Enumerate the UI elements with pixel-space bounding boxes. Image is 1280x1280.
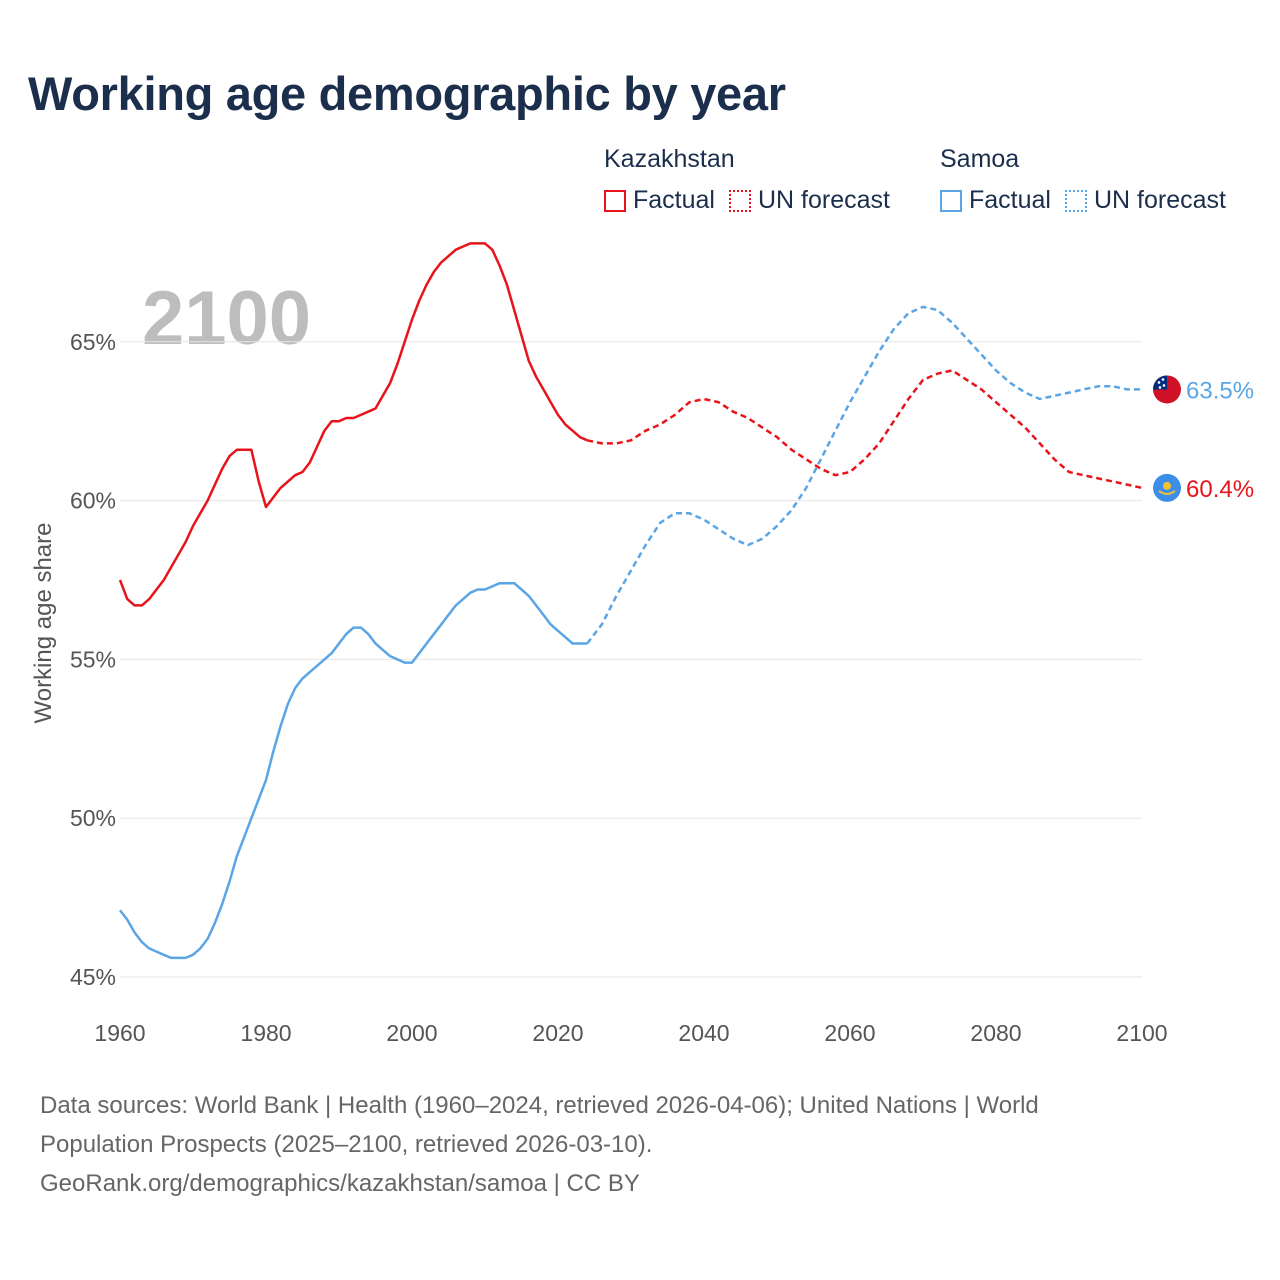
y-tick-label: 60%: [70, 488, 116, 514]
line-chart: 2100 45% 50% 55% 60% 65% 1960 1980 2000 2020 204…: [30, 242, 1254, 1046]
footer-line: Population Prospects (2025–2100, retriev…: [40, 1131, 653, 1158]
chart-title: Working age demographic by year: [28, 67, 786, 120]
legend-item-kazakhstan-forecast[interactable]: UN forecast: [728, 186, 890, 215]
legend-group-samoa: Samoa Factual UN forecast: [940, 144, 1240, 215]
legend-label: UN forecast: [1093, 186, 1226, 214]
year-watermark: 2100: [142, 276, 311, 361]
y-tick-label: 45%: [70, 964, 116, 990]
series-line-samoa-factual: [119, 581, 588, 960]
kazakhstan-flag-icon: [1153, 473, 1181, 502]
x-tick-label: 2100: [1116, 1020, 1167, 1046]
legend-label: UN forecast: [757, 186, 890, 214]
x-tick-label: 2060: [824, 1020, 875, 1046]
y-axis-label: Working age share: [30, 523, 57, 724]
x-tick-label: 2080: [970, 1020, 1021, 1046]
legend-item-kazakhstan-factual[interactable]: Factual: [604, 186, 715, 215]
legend-group-name: Samoa: [940, 145, 1020, 173]
legend-item-samoa-forecast[interactable]: UN forecast: [1064, 186, 1226, 215]
footer-line: GeoRank.org/demographics/kazakhstan/samo…: [40, 1170, 640, 1197]
x-tick-label: 2040: [678, 1020, 729, 1046]
footer-sources: Data sources: World Bank | Health (1960–…: [40, 1086, 1240, 1203]
legend-swatch-dotted: [1064, 189, 1087, 212]
end-value-label-kazakhstan: 60.4%: [1186, 476, 1254, 503]
series-line-kazakhstan-forecast: [586, 369, 1143, 490]
x-tick-label: 2020: [532, 1020, 583, 1046]
series-line-kazakhstan-factual: [118, 242, 588, 607]
legend-item-samoa-factual[interactable]: Factual: [940, 186, 1051, 215]
legend-group-name: Kazakhstan: [604, 145, 735, 173]
x-tick-label: 1960: [94, 1020, 145, 1046]
x-tick-label: 2000: [386, 1020, 437, 1046]
legend-swatch-dotted: [728, 189, 751, 212]
legend-label: Factual: [633, 186, 715, 214]
footer-line: Data sources: World Bank | Health (1960–…: [40, 1092, 1039, 1119]
y-tick-label: 55%: [70, 646, 116, 672]
legend-group-kazakhstan: Kazakhstan Factual UN forecast: [604, 144, 904, 215]
y-tick-label: 50%: [70, 805, 116, 831]
legend-label: Factual: [969, 186, 1051, 214]
samoa-flag-icon: [1153, 375, 1181, 404]
series-line-samoa-forecast: [586, 305, 1142, 645]
legend-swatch-solid: [604, 189, 626, 212]
x-tick-label: 1980: [240, 1020, 291, 1046]
end-value-label-samoa: 63.5%: [1186, 377, 1254, 404]
legend-swatch-solid: [940, 189, 962, 212]
y-tick-label: 65%: [70, 329, 116, 355]
